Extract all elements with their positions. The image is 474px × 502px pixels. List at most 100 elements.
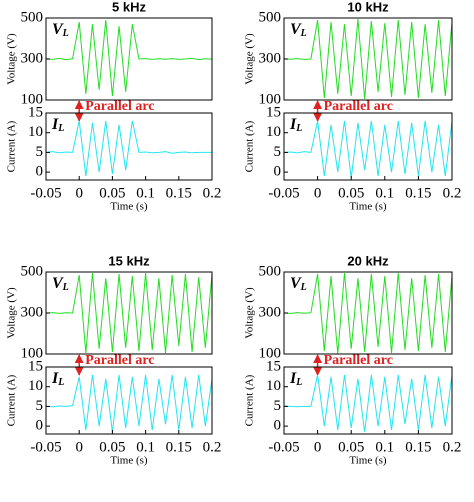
signal-label-main: V <box>290 275 302 292</box>
x-tick-label: 0.2 <box>443 185 462 201</box>
x-tick-label: 0.2 <box>203 439 222 455</box>
y-tick-label: 0 <box>274 164 282 180</box>
y-axis-label: Voltage (V) <box>244 33 256 85</box>
signal-line <box>283 18 453 100</box>
signal-label-main: V <box>290 21 302 38</box>
arc-annotation: Parallel arc <box>85 99 154 114</box>
y-tick-label: 5 <box>36 398 44 414</box>
y-tick-label: 300 <box>21 50 44 66</box>
signal-label: VL <box>290 21 307 40</box>
arc-annotation: Parallel arc <box>324 99 393 114</box>
signal-label: VL <box>52 275 69 294</box>
y-tick-label: 0 <box>36 164 44 180</box>
x-tick-label: 0 <box>75 185 83 201</box>
x-tick-label: 0.2 <box>443 439 462 455</box>
y-axis-label: Current (A) <box>6 120 18 172</box>
x-tick-label: 0.15 <box>405 185 431 201</box>
y-tick-label: 300 <box>259 304 282 320</box>
x-axis-label: Time (s) <box>349 201 387 213</box>
x-tick-label: 0.1 <box>136 185 155 201</box>
y-tick-label: 100 <box>21 91 44 107</box>
arc-annotation: Parallel arc <box>85 353 154 368</box>
y-tick-label: 100 <box>259 345 282 361</box>
signal-label-sub: L <box>300 282 307 293</box>
signal-label-sub: L <box>62 28 69 39</box>
y-tick-label: 15 <box>28 358 43 374</box>
y-tick-label: 15 <box>266 104 281 120</box>
chart-title: 5 kHz <box>112 0 146 14</box>
y-tick-label: 300 <box>21 304 44 320</box>
x-tick-label: 0 <box>314 185 322 201</box>
x-tick-label: 0.15 <box>166 185 192 201</box>
y-tick-label: 5 <box>274 398 282 414</box>
y-tick-label: 0 <box>274 418 282 434</box>
x-tick-label: 0.1 <box>375 439 394 455</box>
chart-title: 10 kHz <box>347 0 389 14</box>
signal-label: IL <box>51 116 64 135</box>
y-axis-label: Voltage (V) <box>244 287 256 339</box>
x-tick-label: 0.2 <box>203 185 222 201</box>
x-tick-label: -0.05 <box>268 439 299 455</box>
x-tick-label: 0.1 <box>375 185 394 201</box>
y-tick-label: 500 <box>259 9 282 25</box>
signal-line <box>45 20 213 96</box>
signal-label: VL <box>52 21 69 40</box>
signal-line <box>283 272 453 355</box>
y-axis-label: Current (A) <box>244 120 256 172</box>
y-tick-label: 15 <box>28 104 43 120</box>
y-tick-label: 5 <box>274 144 282 160</box>
y-tick-label: 0 <box>36 418 44 434</box>
x-axis-label: Time (s) <box>110 455 148 467</box>
x-tick-label: 0.15 <box>166 439 192 455</box>
signal-line <box>283 374 453 433</box>
y-tick-label: 500 <box>259 263 282 279</box>
y-tick-label: 500 <box>21 263 44 279</box>
signal-label: VL <box>290 275 307 294</box>
signal-label: IL <box>51 370 64 389</box>
x-axis-label: Time (s) <box>349 455 387 467</box>
x-tick-label: -0.05 <box>30 439 61 455</box>
signal-label-main: I <box>289 116 297 133</box>
y-tick-label: 10 <box>28 124 43 140</box>
x-tick-label: 0.05 <box>338 185 364 201</box>
x-tick-label: 0 <box>314 439 322 455</box>
y-tick-label: 100 <box>21 345 44 361</box>
x-tick-label: 0.05 <box>99 185 125 201</box>
signal-line <box>45 272 213 354</box>
x-tick-label: 0.1 <box>136 439 155 455</box>
signal-line <box>283 120 453 179</box>
signal-label-sub: L <box>300 28 307 39</box>
chart-title: 15 kHz <box>108 253 150 268</box>
signal-label-main: V <box>52 275 64 292</box>
x-tick-label: -0.05 <box>30 185 61 201</box>
signal-label-main: I <box>289 370 297 387</box>
y-tick-label: 5 <box>36 144 44 160</box>
x-axis-label: Time (s) <box>110 201 148 213</box>
plot-frame <box>283 366 453 435</box>
x-tick-label: 0.05 <box>338 439 364 455</box>
y-tick-label: 500 <box>21 9 44 25</box>
y-axis-label: Current (A) <box>244 374 256 426</box>
x-tick-label: 0 <box>75 439 83 455</box>
signal-line <box>45 120 212 177</box>
y-tick-label: 10 <box>266 378 281 394</box>
signal-line <box>45 374 213 433</box>
plot-frame <box>45 366 213 435</box>
signal-label-sub: L <box>57 377 64 388</box>
y-tick-label: 100 <box>259 91 282 107</box>
y-axis-label: Voltage (V) <box>6 287 18 339</box>
signal-label: IL <box>289 116 302 135</box>
chart-title: 20 kHz <box>347 253 389 268</box>
y-tick-label: 10 <box>28 378 43 394</box>
y-tick-label: 300 <box>259 50 282 66</box>
x-tick-label: 0.05 <box>99 439 125 455</box>
signal-label-main: I <box>51 116 59 133</box>
signal-label-main: V <box>52 21 64 38</box>
x-tick-label: 0.15 <box>405 439 431 455</box>
plot-frame <box>45 112 213 181</box>
y-tick-label: 15 <box>266 358 281 374</box>
signal-label-sub: L <box>62 282 69 293</box>
plot-frame <box>283 112 453 181</box>
signal-label-sub: L <box>295 123 302 134</box>
